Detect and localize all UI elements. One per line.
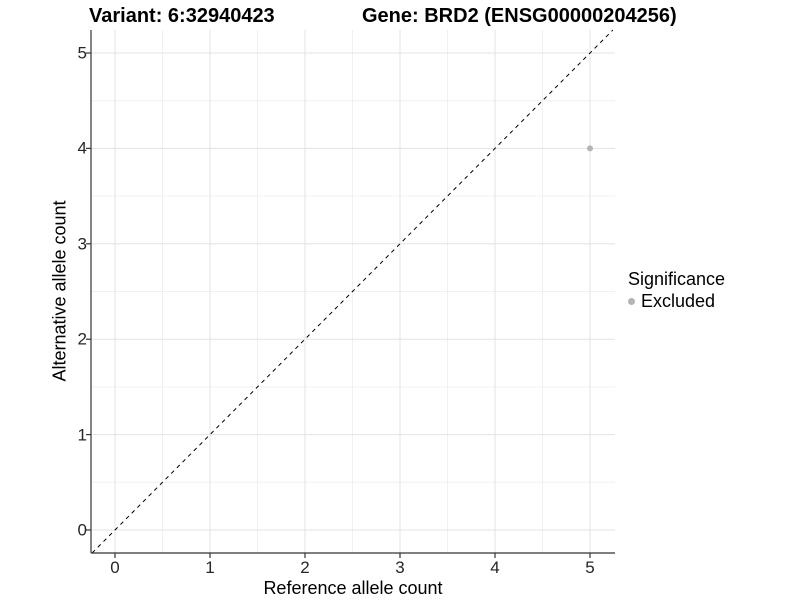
legend-title: Significance [628, 269, 726, 289]
y-tick-label: 3 [77, 234, 87, 254]
x-tick-label: 3 [395, 558, 405, 577]
x-tick-label: 0 [110, 558, 120, 577]
plot-title-variant: Variant: 6:32940423 [89, 5, 275, 27]
x-tick-label: 5 [585, 558, 595, 577]
y-axis-title: Alternative allele count [49, 200, 70, 382]
legend-item-label: Excluded [641, 291, 716, 311]
x-tick-label: 1 [205, 558, 215, 577]
y-tick-label: 2 [77, 329, 87, 349]
y-tick-label: 1 [77, 425, 87, 445]
y-tick-label: 4 [77, 138, 87, 158]
identity-line [91, 29, 614, 554]
x-axis-title: Reference allele count [263, 578, 443, 598]
plot-title-gene: Gene: BRD2 (ENSG00000204256) [362, 5, 677, 27]
y-tick-label: 0 [77, 520, 87, 540]
legend: Significance Excluded [628, 268, 725, 311]
data-point [587, 145, 593, 152]
x-tick-label: 4 [490, 558, 500, 577]
legend-item-excluded: Excluded [628, 291, 725, 311]
y-tick-label: 5 [77, 43, 87, 63]
excluded-point-icon [628, 297, 635, 305]
x-tick-label: 2 [300, 558, 310, 577]
